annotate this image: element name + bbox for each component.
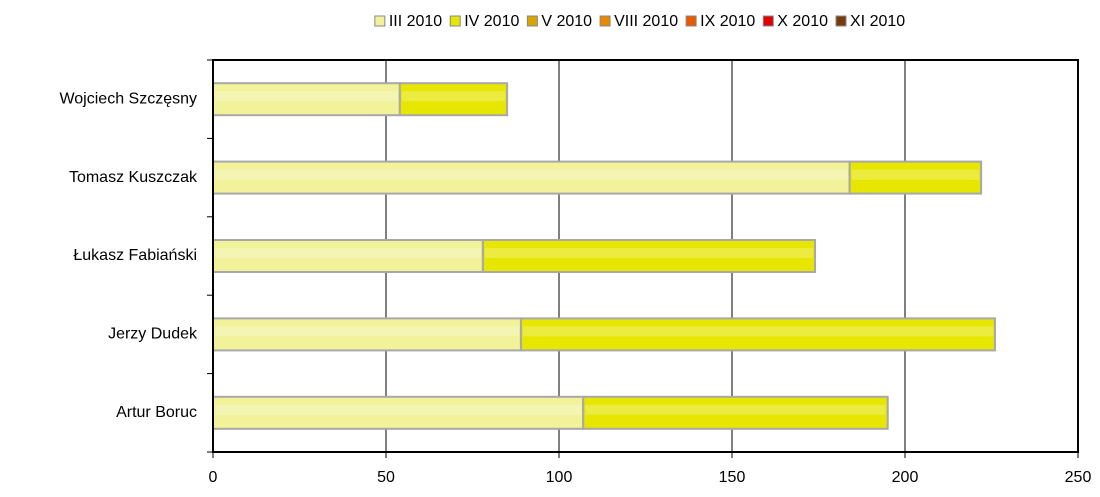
legend-label: V 2010	[541, 13, 592, 30]
x-tick-label: 150	[719, 469, 746, 486]
legend-swatch	[449, 15, 461, 27]
y-tick-label: Tomasz Kuszczak	[69, 169, 198, 186]
bar	[582, 395, 889, 430]
y-tick-label: Jerzy Dudek	[108, 326, 198, 343]
y-tick-label: Artur Boruc	[116, 404, 197, 421]
x-tick-label: 50	[377, 469, 395, 486]
bar-shine	[401, 91, 506, 102]
x-tick-label: 100	[546, 469, 573, 486]
bar-shine	[585, 404, 886, 415]
plot-frame	[212, 59, 1079, 453]
x-tick-label: 200	[892, 469, 919, 486]
bar-shine	[215, 91, 398, 102]
bar	[481, 239, 817, 273]
legend-swatch	[526, 15, 538, 27]
legend-swatch	[835, 15, 847, 27]
bar-shine	[522, 326, 993, 337]
bar-shine	[215, 404, 582, 415]
legend-label: VIII 2010	[614, 13, 678, 30]
bar-shine	[851, 169, 980, 180]
x-tick-label: 0	[209, 469, 218, 486]
legend-label: XI 2010	[850, 13, 905, 30]
bar	[848, 160, 983, 195]
legend-label: IV 2010	[464, 13, 519, 30]
legend-swatch	[599, 15, 611, 27]
legend-label: III 2010	[389, 13, 442, 30]
y-tick-label: Wojciech Szczęsny	[59, 90, 197, 107]
y-tick-label: Łukasz Fabiański	[73, 247, 197, 264]
bar-shine	[215, 326, 519, 337]
legend-swatch	[685, 15, 697, 27]
bar	[398, 82, 509, 117]
legend-label: IX 2010	[700, 13, 755, 30]
x-tick-label: 250	[1065, 469, 1092, 486]
bar-shine	[484, 248, 814, 258]
bar	[519, 317, 996, 352]
bar-shine	[215, 248, 481, 258]
legend-label: X 2010	[777, 13, 828, 30]
bar-shine	[215, 169, 848, 180]
legend-swatch	[762, 15, 774, 27]
legend-swatch	[374, 15, 386, 27]
